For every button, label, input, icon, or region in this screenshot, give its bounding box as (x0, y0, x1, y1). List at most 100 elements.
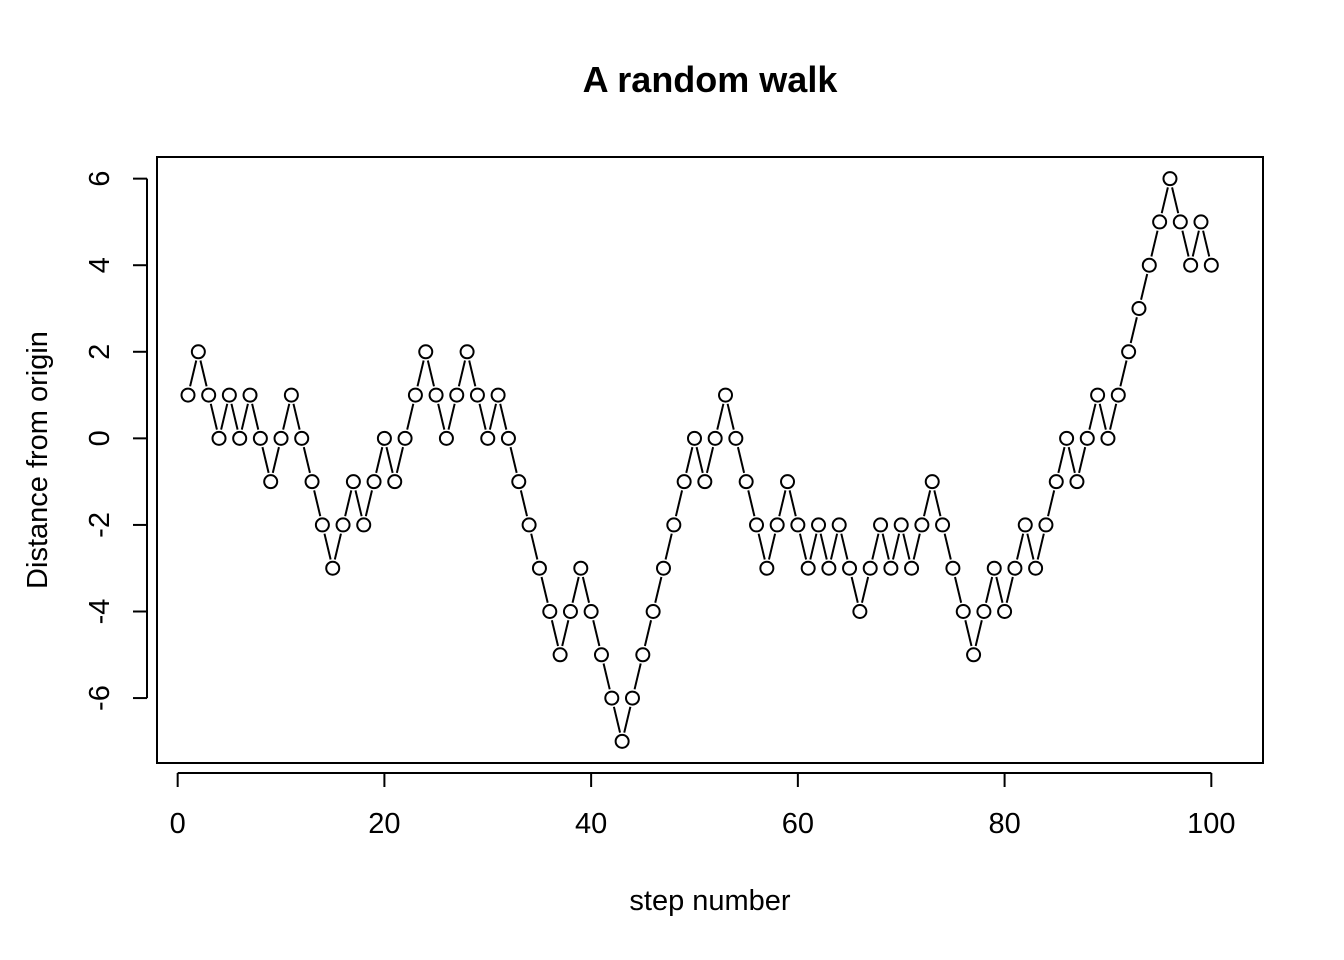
series-line-segment (1057, 446, 1066, 474)
data-point (500, 430, 516, 446)
data-point (335, 517, 351, 533)
chart-title: A random walk (583, 59, 839, 100)
x-tick-label: 0 (170, 808, 186, 840)
data-point (314, 517, 330, 533)
series-line-segment (581, 576, 591, 603)
data-point (604, 690, 620, 706)
series-line-segment (1181, 230, 1190, 257)
series-line-segment (943, 533, 952, 560)
data-point (1017, 517, 1033, 533)
plot-area (180, 171, 1219, 749)
series-line-segment (271, 446, 280, 474)
series-line-segment (406, 403, 415, 430)
data-point (1131, 301, 1147, 316)
data-point (904, 560, 920, 576)
x-tick-label: 100 (1187, 808, 1235, 840)
series-line-segment (1129, 317, 1138, 344)
x-tick-label: 20 (368, 808, 400, 840)
series-line-segment (716, 403, 725, 430)
data-point (666, 517, 682, 533)
series-line-segment (778, 490, 787, 517)
series-line-segment (468, 360, 477, 387)
series-line-segment (726, 403, 735, 430)
data-point (811, 517, 827, 533)
data-point (490, 387, 506, 403)
series-line-segment (892, 533, 901, 560)
data-point (1028, 560, 1044, 576)
data-point (201, 387, 217, 403)
data-point (718, 387, 734, 403)
series-line-segment (954, 576, 963, 603)
series-line-segment (1109, 403, 1118, 430)
data-point (418, 344, 434, 360)
data-point (655, 560, 671, 576)
y-axis: -6 -4 -2 0 2 4 6 (84, 171, 148, 711)
series-line-segment (602, 663, 611, 690)
data-point (263, 474, 279, 490)
y-tick-label: 6 (84, 171, 116, 187)
series-line-segment (1140, 273, 1149, 300)
series-line-segment (540, 576, 549, 603)
series-line-segment (902, 533, 911, 560)
series-line-segment (1088, 403, 1097, 430)
series-line-segment (240, 403, 249, 430)
series-line-segment (488, 403, 497, 430)
data-point (759, 560, 775, 576)
data-point (966, 647, 982, 663)
series-line-segment (767, 533, 777, 560)
data-point (728, 430, 744, 446)
data-point (1172, 214, 1188, 230)
data-point (1090, 387, 1106, 403)
data-point (955, 604, 971, 619)
data-point (190, 344, 206, 360)
data-point (997, 604, 1013, 619)
series-line-segment (385, 446, 394, 474)
data-point (294, 430, 310, 446)
data-point (686, 430, 702, 446)
series-line-segment (530, 533, 539, 560)
data-point (325, 560, 341, 576)
data-point (1048, 474, 1064, 490)
x-axis-label: step number (629, 885, 791, 917)
series-line-segment (1026, 533, 1035, 560)
data-point (852, 604, 868, 619)
series-line-segment (447, 403, 456, 430)
data-point (1141, 257, 1157, 273)
data-point (438, 430, 454, 446)
series-line-segment (1202, 230, 1211, 257)
data-point (624, 690, 640, 706)
series-line-segment (395, 446, 404, 474)
data-point (1038, 517, 1054, 533)
data-point (345, 474, 361, 490)
data-point (1121, 344, 1137, 360)
series-line-segment (561, 620, 570, 647)
series-line-segment (1016, 533, 1025, 560)
data-point (676, 474, 692, 490)
y-tick-label: -2 (84, 512, 116, 538)
y-axis-label: Distance from origin (22, 331, 54, 589)
series-line-segment (323, 533, 332, 560)
series-line-segment (995, 576, 1004, 603)
data-point (428, 387, 444, 403)
series-line-segment (261, 446, 270, 474)
plot-frame (156, 156, 1264, 764)
series-line-segment (840, 533, 849, 560)
series-line-segment (757, 533, 766, 560)
data-point (1059, 430, 1075, 446)
data-point (552, 647, 568, 663)
series-line-segment (685, 446, 694, 474)
series-line-segment (736, 446, 746, 474)
data-point (893, 517, 909, 533)
series-line-segment (798, 533, 808, 560)
series-line-segment (829, 533, 839, 560)
y-tick-label: 4 (84, 257, 116, 273)
series-line-segment (1150, 230, 1159, 257)
series-line-segment (251, 403, 260, 430)
data-point (1162, 171, 1178, 187)
series-line-segment (199, 360, 208, 387)
series-line-segment (643, 620, 653, 647)
series-line-segment (1191, 230, 1200, 257)
series-line-segment (1078, 446, 1087, 474)
series-line-segment (912, 533, 921, 560)
